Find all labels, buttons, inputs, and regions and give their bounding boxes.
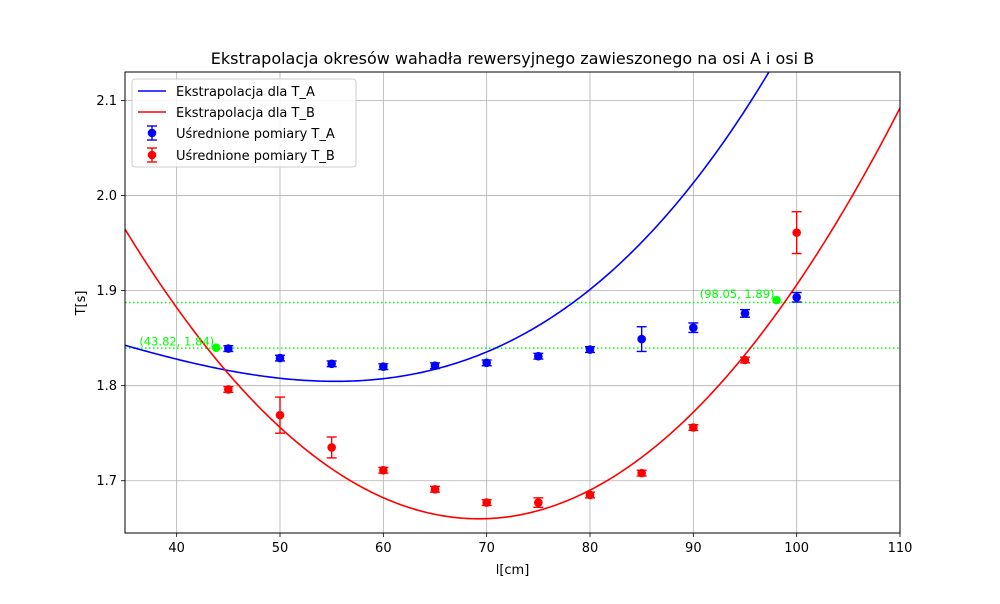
series-b	[223, 211, 802, 509]
intersection-point	[211, 343, 221, 352]
data-point	[585, 490, 595, 500]
data-point	[792, 292, 801, 302]
x-tick-label: 40	[168, 541, 185, 556]
chart-title: Ekstrapolacja okresów wahadła rewersyjne…	[211, 49, 814, 68]
legend-marker-swatch	[147, 128, 157, 138]
axes-frame	[124, 71, 901, 534]
data-point	[275, 353, 285, 363]
intersection-marker	[772, 295, 781, 305]
y-axis-label: T[s]	[74, 291, 89, 317]
data-point	[689, 423, 698, 432]
x-tick-label: 90	[685, 541, 702, 556]
x-tick-label: 50	[272, 541, 289, 556]
ticks: 40 50 60 70 80 90 100 110 1.7 1.8 1.9 2.0 2.1	[96, 94, 912, 556]
data-point	[430, 361, 440, 371]
legend-entry-label: Ekstrapolacja dla T_A	[176, 85, 315, 100]
fit-line-a	[125, 72, 770, 383]
y-tick-label: 2.0	[96, 189, 117, 204]
data-point	[327, 443, 336, 452]
intersection-label: (98.05, 1.89)	[700, 287, 775, 301]
fit-line-b	[125, 107, 900, 520]
y-tick-label: 2.1	[96, 94, 117, 109]
y-tick-label: 1.7	[96, 474, 117, 489]
data-point	[430, 484, 440, 494]
data-point	[792, 228, 801, 237]
data-point	[482, 358, 491, 368]
intersection-label: (43.82, 1.84)	[139, 335, 214, 349]
legend-entry-label: Uśrednione pomiary T_B	[176, 149, 335, 164]
data-point	[275, 410, 285, 420]
data-point	[740, 355, 750, 365]
data-point	[534, 351, 543, 361]
legend-marker-swatch	[147, 150, 157, 160]
data-point	[637, 468, 646, 478]
legend-entry-label: Uśrednione pomiary T_A	[176, 127, 335, 142]
intersection-marker	[211, 343, 221, 352]
data-point	[327, 359, 336, 369]
data-point	[585, 345, 595, 354]
data-point	[379, 362, 388, 371]
data-point	[689, 323, 698, 332]
data-point	[224, 344, 233, 353]
data-point	[740, 309, 750, 318]
legend-entry-label: Ekstrapolacja dla T_B	[176, 106, 315, 121]
data-point	[224, 385, 233, 394]
x-tick-label: 110	[888, 541, 913, 556]
x-tick-label: 80	[582, 541, 599, 556]
data-point	[482, 498, 491, 507]
x-tick-label: 100	[784, 541, 809, 556]
x-tick-label: 60	[375, 541, 392, 556]
legend-box	[131, 78, 357, 168]
y-tick-label: 1.8	[96, 379, 117, 394]
data-point	[637, 334, 646, 344]
plot-area: (43.82, 1.84) (98.05, 1.89) 40 50 60 70 80 90 10…	[96, 71, 912, 556]
data-point	[534, 498, 543, 507]
intersection-point	[772, 295, 781, 305]
data-point	[379, 465, 388, 475]
series-a	[223, 291, 802, 371]
x-axis-label: l[cm]	[496, 563, 530, 578]
x-tick-label: 70	[478, 541, 495, 556]
legend: Ekstrapolacja dla T_A Ekstrapolacja dla T…	[131, 78, 357, 168]
plot-content	[125, 72, 900, 520]
y-tick-label: 1.9	[96, 284, 117, 299]
